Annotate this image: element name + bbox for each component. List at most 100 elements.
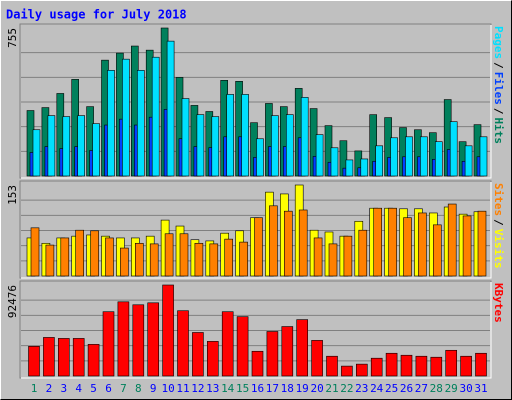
x-tick-label: 13 — [206, 382, 219, 395]
x-tick-label: 9 — [150, 382, 157, 395]
bar — [283, 210, 293, 277]
legend-entry: Files — [492, 72, 505, 105]
bar — [221, 311, 234, 377]
legend-entry: Visits — [492, 229, 505, 269]
bar — [102, 311, 115, 377]
x-tick-label: 22 — [340, 382, 353, 395]
bar — [298, 209, 308, 277]
bar — [149, 243, 159, 277]
bar — [460, 355, 472, 377]
x-tick-label: 18 — [281, 382, 294, 395]
x-tick-label: 16 — [251, 382, 264, 395]
bar — [256, 138, 264, 177]
bar — [296, 319, 309, 377]
x-tick-label: 28 — [430, 382, 443, 395]
legend: Sites / Visits — [492, 183, 505, 269]
x-tick-label: 31 — [474, 382, 487, 395]
bar — [445, 349, 458, 377]
x-tick-label: 14 — [221, 382, 235, 395]
bar — [120, 247, 129, 277]
legend-entry: KBytes — [492, 283, 505, 323]
y-tick-label: 92476 — [6, 285, 19, 318]
bar — [313, 237, 323, 277]
bar — [147, 302, 159, 377]
bar — [269, 205, 278, 277]
bar — [166, 40, 175, 177]
bar — [464, 145, 473, 177]
bar — [300, 97, 309, 177]
x-tick-label: 7 — [120, 382, 127, 395]
bar — [271, 115, 279, 177]
legend: KBytes — [492, 283, 505, 323]
x-tick-label: 8 — [135, 382, 142, 395]
bar — [47, 115, 56, 177]
plot-bevel — [21, 25, 492, 179]
bar — [328, 243, 338, 277]
bar — [345, 159, 354, 177]
chart-title: Daily usage for July 2018 — [6, 8, 187, 22]
bar — [447, 203, 457, 277]
bar — [415, 355, 428, 377]
bar — [107, 70, 115, 177]
bar — [375, 145, 384, 177]
plot-bevel — [21, 182, 492, 279]
bar — [77, 115, 85, 177]
x-tick-label: 6 — [105, 382, 112, 395]
x-tick-label: 15 — [236, 382, 249, 395]
x-tick-label: 24 — [370, 382, 384, 395]
x-tick-label: 19 — [296, 382, 309, 395]
bar — [226, 94, 234, 177]
bar — [405, 136, 413, 177]
x-tick-label: 27 — [415, 382, 428, 395]
bar — [285, 114, 294, 177]
bar — [343, 235, 353, 277]
x-tick-label: 3 — [60, 382, 67, 395]
bar — [254, 217, 263, 277]
bar — [251, 350, 264, 377]
bar — [192, 332, 204, 377]
legend-separator: / — [492, 219, 505, 226]
bar — [434, 141, 443, 177]
bar — [355, 363, 368, 377]
x-tick-label: 11 — [176, 382, 189, 395]
bar — [28, 346, 40, 377]
bar — [62, 116, 71, 177]
legend-entry: Pages — [492, 26, 505, 59]
bar — [151, 56, 160, 177]
bar — [449, 121, 458, 177]
bar — [330, 147, 339, 177]
bar — [432, 224, 442, 277]
bar — [420, 136, 428, 177]
x-tick-label: 21 — [325, 382, 338, 395]
bar — [209, 243, 219, 277]
legend: Pages / Files / Hits — [492, 26, 505, 144]
bar — [418, 212, 427, 277]
x-tick-label: 10 — [161, 382, 174, 395]
bar — [358, 229, 368, 277]
bar — [32, 129, 41, 177]
bar — [135, 242, 144, 277]
bar — [403, 217, 412, 277]
bar — [281, 326, 294, 377]
bar — [430, 356, 443, 377]
legend-entry: Hits — [492, 118, 505, 145]
bar — [90, 230, 99, 277]
bar — [57, 338, 70, 377]
bar — [390, 137, 398, 177]
bar — [181, 98, 190, 177]
bar — [211, 116, 220, 177]
legend-entry: Sites — [492, 183, 505, 216]
bar — [315, 134, 324, 177]
bar — [60, 237, 70, 277]
bar — [475, 352, 487, 377]
bar — [122, 58, 130, 177]
x-tick-label: 1 — [31, 382, 38, 395]
bar — [162, 284, 174, 377]
bar — [194, 242, 204, 277]
bar — [239, 241, 248, 277]
bar — [479, 136, 488, 177]
bar — [266, 331, 279, 377]
bar — [477, 210, 487, 277]
bar — [164, 233, 174, 277]
